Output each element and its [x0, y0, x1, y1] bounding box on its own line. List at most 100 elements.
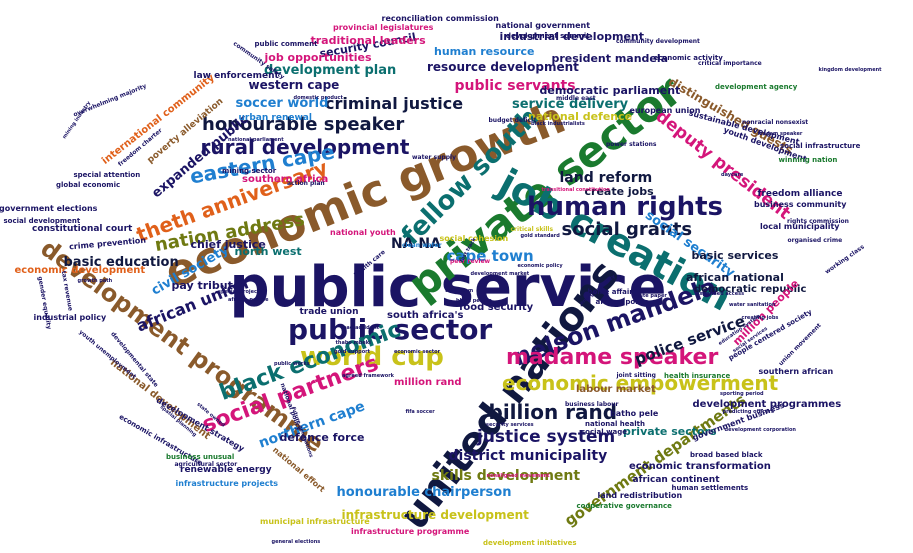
word-economic-transformation: economic transformation [629, 461, 771, 472]
word-madam-speaker: madam speaker [757, 130, 803, 137]
word-public-works: public works [274, 360, 310, 367]
word-constitutional-court: constitutional court [32, 223, 133, 234]
word-infrastructure-development: infrastructure development [341, 508, 529, 522]
word-water-supply: water supply [412, 154, 456, 161]
word-economic-sector: economic sector [394, 348, 441, 355]
word-rural-development: rural development [200, 135, 410, 159]
word-development-summit: development summit [506, 31, 590, 40]
word-democratic-parliament: democratic parliament [539, 83, 681, 97]
word-provincial-legislatures: provincial legislatures [333, 23, 434, 32]
word-development-market: development market [470, 270, 530, 277]
word-african-people: african people [228, 296, 269, 303]
word-clean-water: clean water [402, 242, 442, 249]
word-skills-development: skills development [431, 468, 581, 484]
word-agreed-framework: agreed framework [342, 372, 394, 379]
word-gold-support: gold support [334, 348, 371, 355]
word-pay-tribute: pay tribute [171, 278, 241, 292]
word-job-opportunities: job opportunities [264, 50, 372, 64]
word-food-security: food security [459, 302, 534, 313]
word-land-redistribution: land redistribution [597, 491, 683, 500]
word-industrial-policy: industrial policy [33, 313, 107, 322]
word-private-sectors: private sectors [623, 424, 717, 438]
word-create-jobs: create jobs [584, 184, 654, 198]
word-traditional-leaders: traditional leaders [310, 33, 426, 47]
word-madame-speaker: madame speaker [506, 345, 719, 370]
word-domestic-product: domestic product [293, 94, 343, 101]
word-cape-town: cape town [446, 246, 534, 265]
word-president-mandela: president mandela [551, 51, 669, 65]
word-public-service: public service [229, 255, 667, 320]
word-south-africas: south africa's [387, 310, 464, 321]
word-law-enforcement: law enforcement [193, 70, 279, 81]
word-african-national: african national [686, 270, 784, 284]
word-nonracial-nonsexist: nonracial nonsexist [742, 119, 809, 126]
word-special-projects: special projects [218, 288, 263, 295]
word-predicting-officers: predicting officers [722, 408, 774, 415]
word-resource-development: resource development [427, 60, 579, 74]
word-economic-policy: economic policy [517, 262, 563, 269]
word-business-community: business community [754, 200, 847, 209]
word-business-unusual: business unusual [166, 452, 235, 461]
word-infrastructure-programme: infrastructure programme [351, 527, 470, 536]
word-urban-renewal: urban renewal [238, 112, 312, 123]
word-million-rand: million rand [394, 377, 462, 388]
word-service-delivery: service delivery [512, 96, 629, 112]
word-task-team: task team [445, 287, 474, 294]
word-batho-pele: batho pele [610, 409, 659, 418]
word-social-wage: social wage [581, 427, 628, 436]
word-development-corporation: development corporation [724, 426, 796, 433]
word-agricultural-sector: agricultural sector [174, 461, 238, 468]
word-organised-crime: organised crime [787, 237, 843, 244]
word-national-effort: national effort [270, 445, 327, 494]
word-sporting-period: sporting period [720, 390, 764, 397]
word-peer-review: peer review [450, 258, 491, 265]
word-economic-activity: economic activity [653, 53, 723, 62]
word-kingdom-development: kingdom development [818, 66, 882, 73]
word-power-stations: power stations [606, 141, 657, 148]
word-public-sector: public sector [288, 313, 493, 346]
word-general-elections: general elections [271, 538, 321, 545]
word-human-settlements: human settlements [671, 483, 749, 492]
word-southern-african: southern african [758, 367, 834, 376]
word-business-labour: business labour [565, 401, 619, 408]
word-national-government: national government [495, 21, 591, 30]
word-global-economic: global economic [56, 180, 121, 189]
word-social-grants: social grants [561, 219, 693, 240]
word-criminal-justice: criminal justice [325, 94, 464, 113]
word-transitional-constitution: transitional constitution [541, 186, 611, 193]
word-working-class: working class [823, 243, 866, 276]
word-north-west: north west [234, 244, 302, 258]
word-water-sanitation: water sanitation [729, 301, 776, 308]
word-na-na: NA NA [391, 236, 441, 252]
word-trade-union: trade union [299, 306, 359, 317]
word-home-affairs: home affairs [587, 287, 637, 296]
word-special-attention: special attention [73, 170, 141, 179]
word-reconciliation-commission: reconciliation commission [381, 14, 499, 23]
word-social-development: social development [3, 216, 81, 225]
word-rights-commission: rights commission [787, 218, 849, 225]
word-african-continent: african continent [632, 474, 720, 485]
word-budget-deficit: budget deficit [488, 117, 536, 124]
word-broad-based-black: broad based black [690, 450, 763, 459]
word-national-parliament: national parliament [228, 136, 284, 143]
word-development-agency: development agency [715, 82, 798, 91]
word-justice-system: justice system [477, 426, 616, 447]
word-democratic-republic: democratic republic [694, 284, 807, 295]
word-soccer-world: soccer world [235, 95, 329, 111]
word-gold-standard: gold standard [520, 232, 560, 239]
word-nonaligned-movement: nonaligned movement [486, 472, 550, 479]
word-development-programmes: development programmes [692, 399, 842, 410]
word-renewable-energy: renewable energy [180, 464, 272, 475]
word-human-rights: human rights [527, 192, 723, 222]
word-economic-development: economic development [14, 265, 146, 276]
word-thabo-mbeki: thabo mbeki [335, 339, 371, 346]
word-action-plan: action plan [287, 180, 325, 187]
word-land-reform: land reform [559, 170, 653, 186]
word-community-development: community development [616, 38, 700, 45]
word-health-insurance: health insurance [664, 371, 731, 380]
word-road-accident: road accident [340, 324, 380, 331]
word-economic-empowerment: economic empowerment [502, 371, 779, 395]
word-infrastructure-projects: infrastructure projects [175, 479, 279, 488]
word-southern-africa: southern africa [242, 174, 329, 185]
word-honourable-speaker: honourable speaker [202, 114, 405, 135]
